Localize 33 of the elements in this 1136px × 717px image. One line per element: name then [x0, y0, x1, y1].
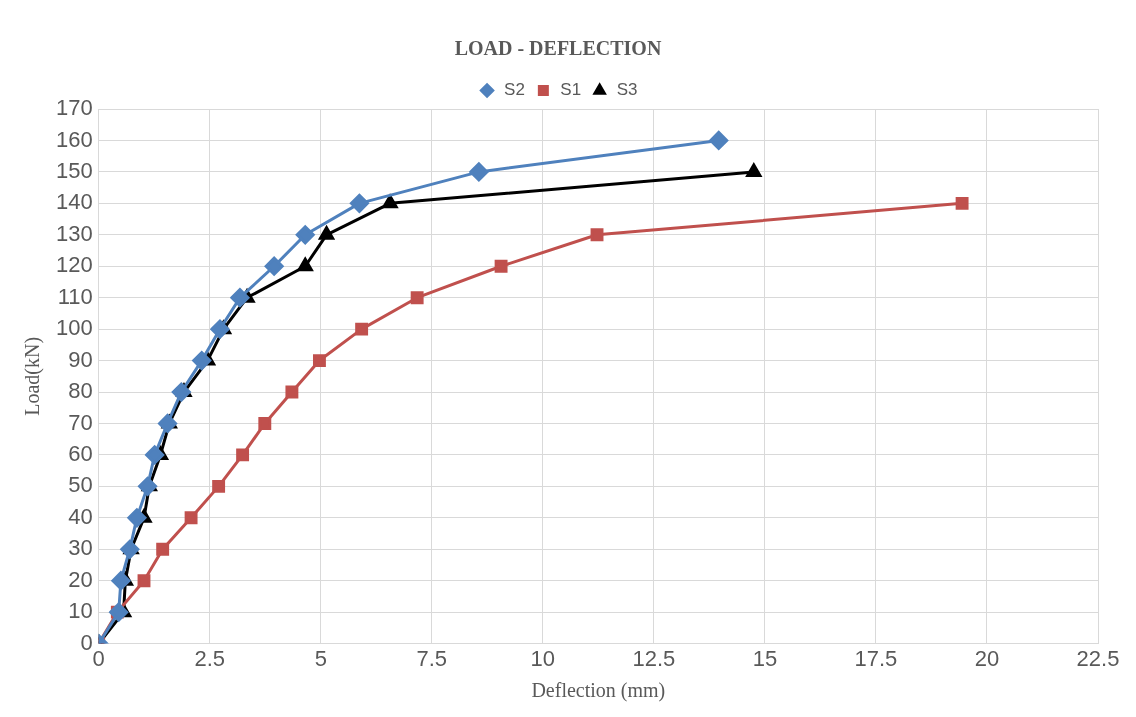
y-tick-label: 0 [80, 629, 93, 655]
x-tick-label: 10 [530, 645, 556, 671]
y-axis-title: Load(kN) [21, 336, 45, 416]
y-tick-label: 50 [68, 472, 93, 498]
legend-label: S3 [616, 80, 638, 100]
y-tick-label: 40 [68, 503, 93, 529]
x-tick-label: 2.5 [194, 645, 226, 671]
x-tick-label: 15 [752, 645, 778, 671]
x-tick-label: 7.5 [416, 645, 448, 671]
y-tick-label: 30 [68, 535, 93, 561]
y-tick-label: 120 [55, 252, 93, 278]
legend-label: S1 [560, 80, 582, 100]
x-tick-label: 12.5 [632, 645, 676, 671]
y-tick-label: 80 [68, 378, 93, 404]
y-tick-label: 110 [57, 283, 93, 309]
chart-title: LOAD - DEFLECTION [454, 37, 662, 60]
x-tick-label: 5 [314, 645, 327, 671]
x-tick-label: 17.5 [854, 645, 898, 671]
y-tick-label: 140 [55, 189, 93, 215]
y-tick-label: 70 [68, 409, 93, 435]
y-tick-label: 10 [68, 598, 93, 624]
x-axis-title: Deflection (mm) [531, 679, 666, 703]
y-tick-label: 150 [55, 157, 93, 183]
x-tick-label: 20 [974, 645, 1000, 671]
y-tick-label: 170 [55, 95, 93, 121]
y-tick-label: 60 [68, 440, 93, 466]
y-tick-label: 160 [55, 126, 93, 152]
x-tick-label: 22.5 [1076, 645, 1120, 671]
y-tick-label: 130 [55, 220, 93, 246]
y-tick-label: 20 [68, 566, 93, 592]
y-tick-label: 90 [68, 346, 93, 372]
y-tick-label: 100 [55, 315, 93, 341]
legend-label: S2 [504, 80, 525, 100]
